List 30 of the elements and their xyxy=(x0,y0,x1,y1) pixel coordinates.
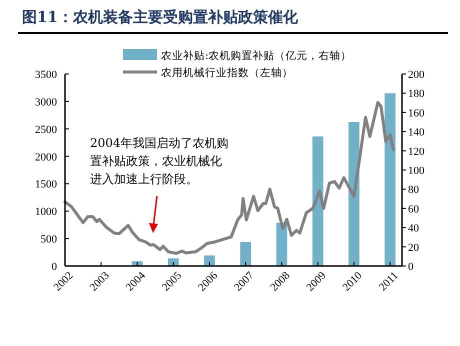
y-tick-label: 0 xyxy=(52,261,58,273)
bar xyxy=(348,122,360,266)
y2-tick-label: 120 xyxy=(408,146,425,158)
bar xyxy=(384,93,396,266)
bar xyxy=(312,136,324,266)
y2-tick-label: 40 xyxy=(408,222,420,235)
y-tick-label: 500 xyxy=(40,234,58,246)
y-tick-label: 3000 xyxy=(35,96,58,108)
annotation: 2004年我国启动了农机购置补贴政策，农业机械化进入加速上行阶段。 xyxy=(90,135,230,188)
y-tick-label: 1000 xyxy=(35,206,58,218)
y2-tick-label: 100 xyxy=(408,165,425,177)
y2-tick-label: 200 xyxy=(408,69,425,81)
bar xyxy=(204,255,215,266)
legend-label: 农业补贴:农机购置补贴（亿元，右轴） xyxy=(161,49,352,62)
y-tick-label: 1500 xyxy=(35,178,58,191)
y2-tick-label: 0 xyxy=(408,261,414,273)
y2-tick-label: 180 xyxy=(408,88,425,100)
y2-tick-label: 20 xyxy=(408,242,420,254)
y-tick-label: 3500 xyxy=(35,69,58,81)
chart-title: 图11：农机装备主要受购置补贴政策催化 xyxy=(22,8,298,27)
y-tick-label: 2000 xyxy=(35,151,58,164)
x-tick-label: 2011 xyxy=(376,270,401,294)
legend-label: 农用机械行业指数（左轴） xyxy=(161,66,293,79)
y2-tick-label: 80 xyxy=(408,184,420,196)
line-series xyxy=(64,101,395,255)
y2-tick-label: 140 xyxy=(408,126,425,139)
bar xyxy=(240,242,252,266)
y2-tick-label: 60 xyxy=(408,203,420,216)
y2-tick-label: 160 xyxy=(408,107,425,120)
y-tick-label: 2500 xyxy=(35,124,58,136)
